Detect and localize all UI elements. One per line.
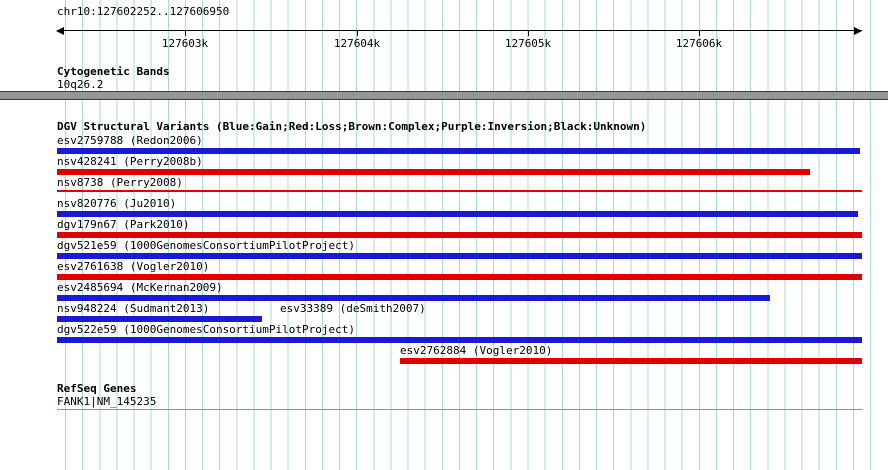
ruler-tick: [185, 30, 186, 36]
variant-bar-blue[interactable]: [57, 316, 262, 322]
variant-bar-blue[interactable]: [57, 295, 770, 301]
variant-label: nsv820776 (Ju2010): [57, 197, 177, 210]
variant-bar-blue[interactable]: [57, 337, 862, 343]
variant-bar-blue[interactable]: [57, 148, 860, 154]
variant-label: esv2761638 (Vogler2010): [57, 260, 210, 273]
variant-row: dgv522e59 (1000GenomesConsortiumPilotPro…: [0, 324, 890, 345]
variant-row: nsv820776 (Ju2010): [0, 198, 890, 219]
variant-label: nsv428241 (Perry2008b): [57, 155, 203, 168]
dgv-header: DGV Structural Variants (Blue:Gain;Red:L…: [57, 120, 647, 133]
variant-row: nsv948224 (Sudmant2013) esv33389 (deSmith…: [0, 303, 890, 324]
variant-bar-red[interactable]: [57, 169, 810, 175]
variant-label: dgv522e59 (1000GenomesConsortiumPilotPro…: [57, 323, 356, 336]
variant-bar-red[interactable]: [400, 358, 862, 364]
cytoband-bar: [0, 91, 888, 100]
ruler-right-arrow-icon: [854, 27, 862, 35]
variant-label: nsv948224 (Sudmant2013): [57, 302, 210, 315]
ruler-tick-label: 127606k: [675, 37, 723, 50]
ruler-tick-label: 127604k: [333, 37, 381, 50]
variant-label: esv2762884 (Vogler2010): [400, 344, 553, 357]
variant-bar-red[interactable]: [57, 190, 862, 192]
ruler-tick: [699, 30, 700, 36]
variant-row: esv2761638 (Vogler2010): [0, 261, 890, 282]
variant-bar-blue[interactable]: [57, 211, 858, 217]
variant-label: nsv8738 (Perry2008): [57, 176, 183, 189]
variant-row: esv2762884 (Vogler2010): [0, 345, 890, 366]
variant-bar-blue[interactable]: [57, 253, 862, 259]
ruler-tick-label: 127603k: [161, 37, 209, 50]
variant-label: esv2759788 (Redon2006): [57, 134, 203, 147]
variant-row: dgv179n67 (Park2010): [0, 219, 890, 240]
ruler-tick-label: 127605k: [504, 37, 552, 50]
ruler-left-arrow-icon: [56, 27, 64, 35]
cytoband-name: 10q26.2: [57, 78, 104, 91]
variant-label: esv2485694 (McKernan2009): [57, 281, 223, 294]
variant-label: dgv179n67 (Park2010): [57, 218, 190, 231]
variant-label: esv33389 (deSmith2007): [280, 302, 426, 315]
refseq-header: RefSeq Genes: [57, 382, 137, 395]
ruler-tick: [528, 30, 529, 36]
region-title: chr10:127602252..127606950: [57, 5, 230, 18]
variant-row: esv2485694 (McKernan2009): [0, 282, 890, 303]
gene-line[interactable]: [57, 409, 862, 410]
variant-bar-red[interactable]: [57, 274, 862, 280]
variant-row: nsv8738 (Perry2008): [0, 177, 890, 198]
ruler-line: [57, 30, 862, 31]
variant-row: dgv521e59 (1000GenomesConsortiumPilotPro…: [0, 240, 890, 261]
variant-row: nsv428241 (Perry2008b): [0, 156, 890, 177]
cytogenetic-bands-header: Cytogenetic Bands: [57, 65, 170, 78]
ruler-tick: [357, 30, 358, 36]
variant-bar-red[interactable]: [57, 232, 862, 238]
variant-row: esv2759788 (Redon2006): [0, 135, 890, 156]
gene-name: FANK1|NM_145235: [57, 395, 157, 408]
dgv-track: esv2759788 (Redon2006) nsv428241 (Perry20…: [0, 135, 890, 366]
variant-label: dgv521e59 (1000GenomesConsortiumPilotPro…: [57, 239, 356, 252]
